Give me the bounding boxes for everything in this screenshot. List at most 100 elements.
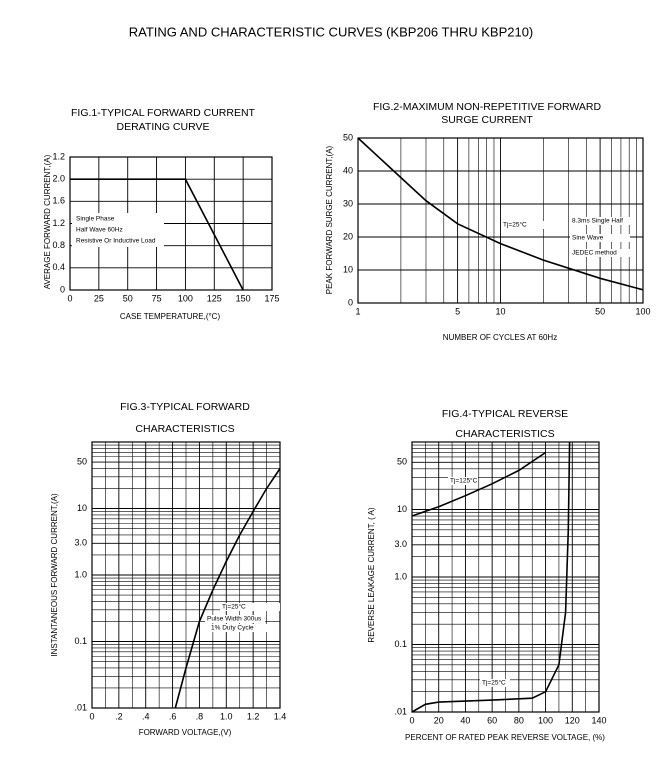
x-tick-label: .2: [115, 711, 123, 721]
annotation: 8.3ms Single Half: [572, 218, 623, 225]
chart-title: SURGE CURRENT: [441, 114, 533, 126]
x-tick-label: 1.0: [220, 711, 233, 721]
x-tick-label: 60: [487, 715, 497, 725]
y-tick-label: 50: [343, 132, 353, 142]
x-tick-label: .4: [142, 711, 150, 721]
curve: [70, 178, 244, 291]
chart-title: FIG.3-TYPICAL FORWARD: [120, 401, 250, 413]
label-bg: [448, 477, 478, 485]
x-tick-label: 100: [178, 293, 193, 303]
x-axis-label: NUMBER OF CYCLES AT 60Hz: [443, 333, 557, 342]
plot-frame: [69, 156, 273, 291]
label-bg: [74, 226, 134, 234]
curve: [411, 451, 547, 517]
x-tick-label: 0: [67, 293, 72, 303]
annotation: 1% Duty Cycle: [211, 625, 254, 632]
x-tick-label: 10: [495, 306, 505, 316]
curve: [357, 137, 644, 291]
y-tick-label: 50: [397, 457, 407, 467]
x-tick-label: 140: [591, 715, 606, 725]
x-tick-label: 80: [514, 715, 524, 725]
y-tick-label: 1.2: [52, 218, 65, 228]
x-tick-label: 100: [538, 715, 553, 725]
x-tick-label: .8: [196, 711, 204, 721]
y-axis-label: AVERAGE FORWARD CURRENT,(A): [43, 154, 52, 289]
x-tick-label: 0: [89, 711, 94, 721]
plot-frame: [91, 441, 281, 709]
y-tick-label: .01: [74, 702, 87, 712]
label-bg: [570, 234, 630, 242]
y-tick-label: 2.0: [52, 174, 65, 184]
y-tick-label: 0.4: [52, 262, 65, 272]
annotation: Tj=25°C: [503, 221, 527, 229]
chart-title: FIG.2-MAXIMUM NON-REPETITIVE FORWARD: [373, 101, 602, 113]
x-tick-label: 40: [460, 715, 470, 725]
y-tick-label: 0.1: [74, 636, 87, 646]
x-axis-label: FORWARD VOLTAGE,(V): [139, 728, 232, 737]
curve: [174, 468, 281, 709]
x-tick-label: 25: [94, 293, 104, 303]
chart-title: CHARACTERISTICS: [135, 423, 234, 435]
y-axis-label: PEAK FORWARD SURGE CURRENT,(A): [325, 145, 334, 294]
series-label: Tj=25°C: [482, 679, 506, 687]
label-bg: [570, 249, 630, 257]
y-tick-label: 1.2: [52, 151, 65, 161]
label-bg: [501, 221, 561, 229]
y-tick-label: 3.0: [394, 539, 407, 549]
annotation: Resistive Or Inductive Load: [76, 238, 156, 245]
y-tick-label: 30: [343, 198, 353, 208]
x-tick-label: 125: [207, 293, 222, 303]
x-tick-label: 1: [355, 306, 360, 316]
label-bg: [480, 679, 510, 687]
x-tick-label: 175: [264, 293, 279, 303]
x-tick-label: .6: [169, 711, 177, 721]
y-tick-label: 0.1: [394, 639, 407, 649]
x-tick-label: 20: [434, 715, 444, 725]
plot-frame: [357, 137, 644, 304]
label-bg: [209, 624, 269, 632]
x-axis-label: PERCENT OF RATED PEAK REVERSE VOLTAGE, (…: [405, 733, 605, 742]
y-tick-label: 0: [348, 297, 353, 307]
x-tick-label: 50: [595, 306, 605, 316]
annotation: JEDEC method: [572, 250, 617, 257]
x-tick-label: 1.4: [274, 711, 287, 721]
label-bg: [205, 615, 265, 623]
y-axis-label: REVERSE LEAKAGE CURRENT, ( A): [367, 507, 376, 642]
series-label: Tj=125°C: [450, 477, 478, 485]
y-tick-label: 10: [397, 504, 407, 514]
y-tick-label: 20: [343, 231, 353, 241]
y-tick-label: 1.0: [394, 571, 407, 581]
chart-title: FIG.4-TYPICAL REVERSE: [442, 408, 568, 420]
annotation: Single Phase: [76, 216, 115, 223]
chart-title: CHARACTERISTICS: [455, 428, 554, 440]
x-tick-label: 120: [565, 715, 580, 725]
y-axis-label: INSTANTANEOUS FORWARD CURRENT,(A): [50, 493, 59, 657]
chart-title: FIG.1-TYPICAL FORWARD CURRENT: [71, 107, 256, 119]
label-bg: [570, 217, 630, 225]
x-tick-label: 0: [409, 715, 414, 725]
x-tick-label: 1.2: [247, 711, 260, 721]
x-tick-label: 150: [236, 293, 251, 303]
y-tick-label: 50: [77, 456, 87, 466]
label-bg: [220, 603, 280, 611]
x-tick-label: 5: [455, 306, 460, 316]
x-tick-label: 50: [123, 293, 133, 303]
page-title: RATING AND CHARACTERISTIC CURVES (KBP206…: [129, 24, 534, 39]
y-tick-label: 0: [60, 284, 65, 294]
y-tick-label: 10: [343, 264, 353, 274]
chart-title: DERATING CURVE: [117, 121, 210, 133]
y-tick-label: 3.0: [74, 538, 87, 548]
y-tick-label: .01: [394, 706, 407, 716]
label-bg: [74, 215, 134, 223]
y-tick-label: 10: [77, 503, 87, 513]
x-axis-label: CASE TEMPERATURE,(°C): [120, 312, 221, 321]
plot-frame: [411, 441, 600, 713]
annotation: Pulse Width 300us: [207, 616, 262, 623]
curve: [411, 441, 571, 713]
y-tick-label: 1.0: [74, 569, 87, 579]
x-tick-label: 75: [152, 293, 162, 303]
y-tick-label: 1.6: [52, 196, 65, 206]
annotation: Sine Wave: [572, 235, 604, 242]
